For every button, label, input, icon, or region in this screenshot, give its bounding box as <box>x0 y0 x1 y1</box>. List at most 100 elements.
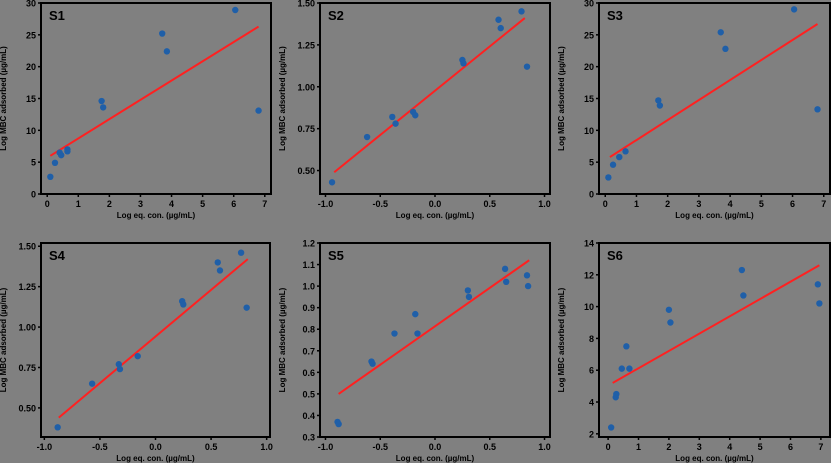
data-point <box>232 6 239 14</box>
data-point <box>464 287 472 294</box>
data-point <box>626 365 633 372</box>
data-point <box>460 60 467 67</box>
data-point <box>237 249 245 256</box>
x-tick-label: 5 <box>758 442 763 452</box>
x-tick-label: -0.5 <box>372 199 388 209</box>
x-tick-label: 4 <box>169 199 174 209</box>
data-point <box>618 365 625 372</box>
y-tick-label: 25 <box>26 30 36 40</box>
y-tick-label: 4 <box>589 398 594 408</box>
y-tick-label: 2 <box>589 429 594 439</box>
y-tick-label: 0.8 <box>302 325 315 335</box>
y-tick-label: 0.75 <box>18 363 36 373</box>
x-tick-label: 0 <box>606 442 611 452</box>
y-tick-label: 1.00 <box>18 323 36 333</box>
x-tick-label: 4 <box>727 442 732 452</box>
x-tick-label: 0.0 <box>429 199 442 209</box>
data-point <box>389 113 396 121</box>
y-tick-label: 1.25 <box>18 282 36 292</box>
chart-panel-s4: 0.50 0.75 1.00 1.25 1.50 -1.0 -0.5 0.0 0.5 1.0 S4 L… <box>0 242 273 463</box>
data-point <box>88 380 96 387</box>
data-point <box>412 112 419 119</box>
data-point <box>363 133 371 141</box>
x-axis-label: Log eq. con. (µg/mL) <box>396 211 475 220</box>
data-point <box>613 390 620 398</box>
y-tick-label: 0.50 <box>297 166 315 176</box>
y-tick-label: 1.0 <box>302 282 315 292</box>
x-tick-label: 4 <box>728 199 733 209</box>
data-point <box>335 420 342 428</box>
data-point <box>255 107 262 114</box>
data-point <box>722 45 729 53</box>
data-point <box>98 97 105 105</box>
y-tick-label: 1.00 <box>297 82 315 92</box>
data-point <box>523 272 531 279</box>
y-tick-label: 20 <box>584 62 594 72</box>
y-tick-label: 0 <box>31 190 36 200</box>
data-point <box>524 282 532 290</box>
y-axis-label: Log MBC adsorbed (µg/mL) <box>0 287 8 392</box>
y-tick-label: 8 <box>589 334 594 344</box>
data-point <box>667 319 674 326</box>
data-point <box>369 360 376 367</box>
data-point <box>391 330 398 337</box>
data-point <box>655 97 662 104</box>
x-tick-label: 1.0 <box>260 442 273 452</box>
y-tick-label: 0.50 <box>18 403 36 413</box>
panel-title: S2 <box>328 8 344 23</box>
x-tick-label: -0.5 <box>92 442 108 452</box>
data-point <box>502 278 510 285</box>
data-point <box>814 281 822 288</box>
data-point <box>497 24 504 32</box>
y-tick-label: 30 <box>584 0 594 9</box>
regression-line <box>338 259 530 395</box>
y-tick-label: 0.9 <box>302 303 315 313</box>
x-tick-label: -1.0 <box>318 442 334 452</box>
y-tick-label: 1.50 <box>18 242 36 252</box>
data-point <box>159 30 166 37</box>
data-point <box>656 102 664 109</box>
y-tick-label: 0.7 <box>302 346 315 356</box>
y-tick-label: 1.50 <box>297 0 315 9</box>
x-tick-label: -1.0 <box>318 199 334 209</box>
y-tick-label: 15 <box>584 94 594 104</box>
x-tick-label: 5 <box>759 199 764 209</box>
chart-panel-s1: 0 5 10 15 20 25 30 0 1 2 3 4 5 6 7 S1 Log eq. con. (µg/m… <box>0 0 272 220</box>
x-tick-label: 0.0 <box>429 442 442 452</box>
y-tick-label: 15 <box>26 94 36 104</box>
data-point <box>163 48 171 55</box>
data-point <box>115 361 123 368</box>
data-point <box>518 8 525 15</box>
chart-panel-s3: 0 5 10 15 20 25 30 0 1 2 3 4 5 6 7 S3 Log eq. con. (µg/m… <box>557 0 831 220</box>
data-point <box>501 265 509 273</box>
data-point <box>392 120 399 127</box>
x-tick-label: 0 <box>45 199 50 209</box>
y-tick-label: 1.1 <box>302 260 315 270</box>
x-tick-label: 3 <box>696 199 701 209</box>
x-tick-label: -1.0 <box>37 442 53 452</box>
x-tick-label: 7 <box>818 442 823 452</box>
x-axis-label: Log eq. con. (µg/mL) <box>116 454 195 463</box>
x-axis-label: Log eq. con. (µg/mL) <box>396 454 475 463</box>
plot-frame <box>319 2 551 195</box>
data-point <box>665 306 673 313</box>
panel-title: S5 <box>328 248 344 263</box>
data-point <box>523 63 531 70</box>
data-point <box>47 173 54 181</box>
data-point <box>607 424 615 431</box>
data-point <box>495 16 502 23</box>
panel-title: S6 <box>607 248 623 263</box>
regression-line <box>49 25 260 157</box>
y-tick-label: 5 <box>31 158 36 168</box>
data-point <box>414 330 421 337</box>
regression-line <box>612 264 820 384</box>
y-tick-label: 0.6 <box>302 368 315 378</box>
y-axis-label: Log MBC adsorbed (µg/mL) <box>278 287 287 392</box>
regression-line <box>609 23 819 158</box>
data-point <box>216 267 224 274</box>
data-point <box>622 148 629 155</box>
plot-frame <box>40 242 271 438</box>
data-point <box>465 293 473 301</box>
y-tick-label: 10 <box>26 126 36 136</box>
